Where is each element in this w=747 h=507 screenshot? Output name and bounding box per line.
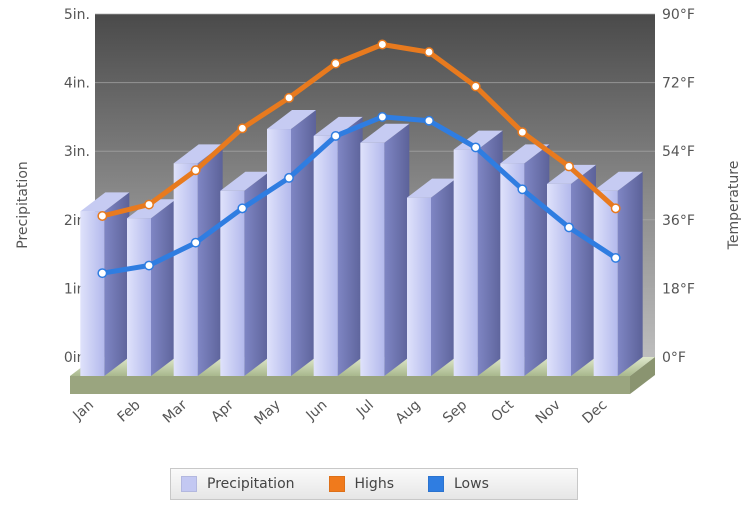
precipitation-bar: [267, 129, 291, 376]
legend-swatch-precipitation: [181, 476, 197, 492]
right-axis-title: Temperature: [726, 161, 742, 251]
x-tick-label: Aug: [393, 397, 424, 427]
highs-point: [237, 123, 248, 134]
bar-top: [500, 144, 550, 164]
bar-top: [453, 130, 503, 150]
right-tick-label: 54°F: [662, 144, 695, 160]
right-tick-label: 36°F: [662, 213, 695, 229]
highs-point: [424, 47, 434, 58]
lows-point: [284, 172, 294, 183]
highs-point: [144, 199, 154, 210]
lows-point: [144, 260, 154, 271]
x-tick-label: Nov: [533, 397, 564, 427]
precipitation-bar: [80, 211, 105, 376]
highs-point: [517, 127, 528, 138]
legend-label-highs: Highs: [354, 476, 394, 492]
x-tick-label: Jul: [353, 397, 377, 421]
lows-point: [97, 268, 108, 279]
bar-top: [220, 171, 270, 191]
precipitation-bars: [80, 110, 643, 377]
highs-point: [284, 92, 294, 103]
bar-top: [80, 192, 130, 212]
chart-legend: Precipitation Highs Lows: [170, 468, 578, 500]
right-tick-label: 0°F: [662, 350, 686, 366]
left-tick-label: 5in.: [64, 7, 90, 23]
legend-item-precipitation[interactable]: Precipitation: [181, 476, 295, 492]
bar-top: [173, 144, 223, 164]
plot-floor-edge: [70, 376, 630, 394]
bar-side: [104, 192, 130, 376]
highs-point: [377, 39, 388, 50]
legend-label-lows: Lows: [454, 476, 489, 492]
precipitation-bar: [173, 163, 198, 376]
x-tick-label: Jun: [303, 397, 331, 424]
precipitation-bar: [360, 142, 385, 376]
highs-point: [190, 165, 201, 176]
right-tick-label: 90°F: [662, 7, 695, 23]
x-tick-label: Apr: [208, 397, 237, 425]
highs-point: [610, 203, 621, 214]
left-axis-title: Precipitation: [15, 161, 31, 249]
x-tick-label: May: [251, 397, 283, 428]
lows-point: [237, 203, 248, 214]
lows-point: [330, 131, 341, 141]
bar-top: [547, 164, 596, 184]
bar-top: [267, 110, 316, 130]
precipitation-bar: [453, 149, 478, 376]
precipitation-bar: [313, 135, 338, 376]
temperature-lines: [97, 39, 621, 279]
legend-item-highs[interactable]: Highs: [328, 476, 394, 492]
bar-side: [477, 130, 503, 376]
bar-top: [360, 123, 410, 143]
lows-point: [377, 111, 388, 122]
bar-side: [384, 123, 410, 376]
bar-top: [313, 116, 363, 136]
left-tick-label: 3in.: [64, 144, 90, 160]
precipitation-bar: [127, 218, 151, 376]
left-tick-label: 4in.: [64, 76, 90, 92]
bar-side: [244, 171, 270, 376]
precipitation-bar: [407, 197, 431, 376]
highs-point: [97, 211, 108, 221]
bar-side: [571, 164, 596, 376]
bar-side: [151, 199, 176, 376]
bar-top: [593, 171, 643, 191]
precipitation-bar: [593, 190, 618, 376]
highs-point: [564, 161, 574, 172]
bar-side: [291, 110, 316, 376]
right-tick-label: 18°F: [662, 281, 695, 297]
x-tick-label: Feb: [115, 397, 144, 426]
right-axis-ticks: 0°F 18°F 36°F 54°F 72°F 90°F: [662, 7, 695, 366]
x-tick-label: Mar: [160, 397, 191, 427]
legend-item-lows[interactable]: Lows: [428, 476, 489, 492]
bar-side: [431, 178, 456, 376]
x-tick-label: Jan: [70, 397, 97, 424]
x-tick-label: Sep: [440, 397, 470, 427]
lows-point: [517, 184, 528, 195]
bar-side: [617, 171, 643, 376]
highs-line: [99, 42, 619, 219]
x-axis-ticks: Jan Feb Mar Apr May Jun Jul Aug Sep Oct Nov Dec: [70, 397, 611, 429]
highs-point: [330, 58, 341, 69]
lows-point: [564, 222, 574, 233]
plot-floor-edge-side: [630, 357, 655, 394]
legend-label-precipitation: Precipitation: [207, 476, 295, 492]
legend-swatch-lows: [428, 476, 444, 492]
x-tick-label: Dec: [580, 397, 611, 427]
bar-side: [337, 116, 363, 377]
lows-point: [424, 115, 434, 126]
lows-point: [470, 142, 481, 153]
lows-line: [99, 114, 619, 276]
highs-point: [470, 81, 481, 92]
precipitation-bar: [500, 163, 525, 376]
lows-point: [190, 237, 201, 248]
bar-side: [524, 144, 550, 376]
bar-top: [407, 178, 456, 198]
legend-swatch-highs: [328, 476, 345, 492]
x-tick-label: Oct: [488, 397, 517, 425]
lows-point: [610, 252, 621, 263]
bar-side: [197, 144, 223, 376]
right-tick-label: 72°F: [662, 76, 695, 92]
